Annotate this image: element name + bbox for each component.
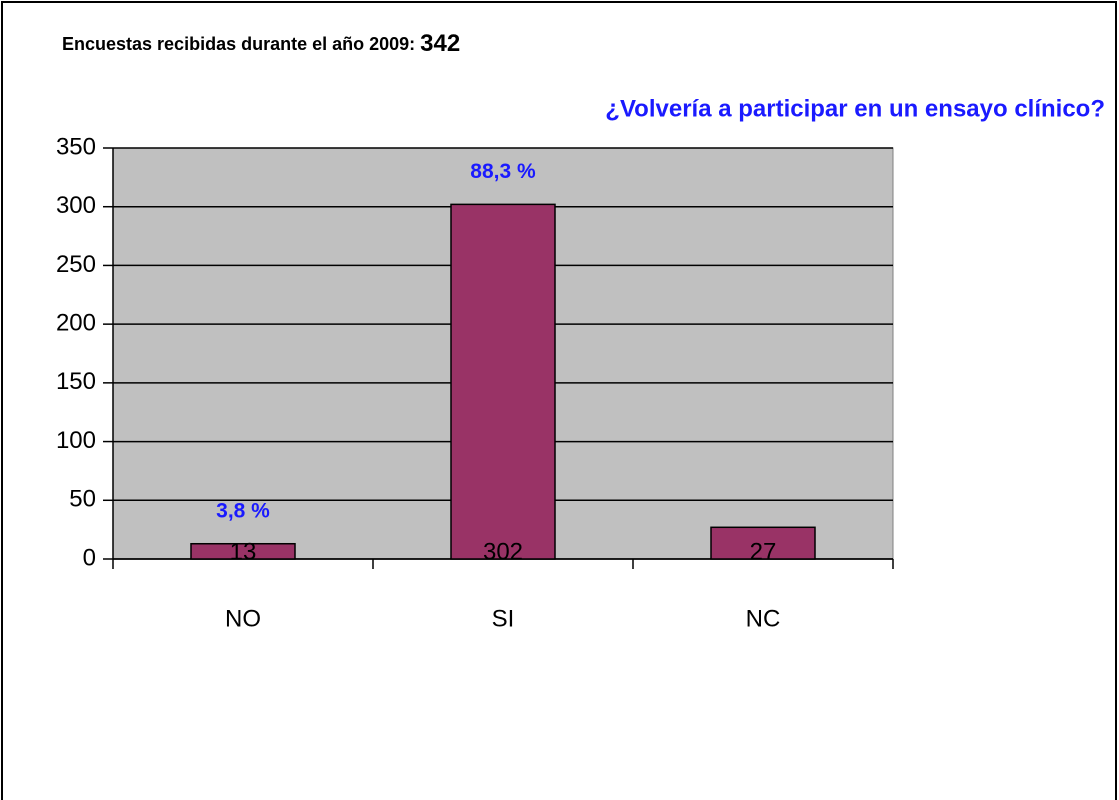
x-tick-label: NC: [746, 605, 781, 632]
chart-subtitle: ¿Volvería a participar en un ensayo clín…: [605, 95, 1105, 122]
y-tick-label: 200: [56, 309, 96, 336]
percent-label: 3,8 %: [216, 499, 270, 522]
y-tick-label: 300: [56, 192, 96, 219]
y-tick-label: 350: [56, 133, 96, 160]
y-tick-label: 0: [83, 544, 96, 571]
bar: [450, 203, 556, 560]
y-tick-label: 250: [56, 251, 96, 278]
data-label: 302: [483, 538, 523, 565]
y-tick-label: 50: [69, 486, 96, 513]
percent-label: 88,3 %: [470, 160, 536, 183]
data-label: 13: [230, 538, 257, 565]
chart-title-line: Encuestas recibidas durante el año 2009:…: [62, 30, 460, 57]
bar: [190, 542, 296, 560]
data-label: 27: [750, 538, 777, 565]
y-tick-label: 150: [56, 368, 96, 395]
total: 342: [420, 30, 460, 57]
y-tick-label: 100: [56, 427, 96, 454]
chart-title: Encuestas recibidas durante el año 2009:: [62, 34, 415, 54]
x-tick-label: SI: [492, 605, 515, 632]
x-tick-label: NO: [225, 605, 261, 632]
bar: [710, 526, 816, 560]
